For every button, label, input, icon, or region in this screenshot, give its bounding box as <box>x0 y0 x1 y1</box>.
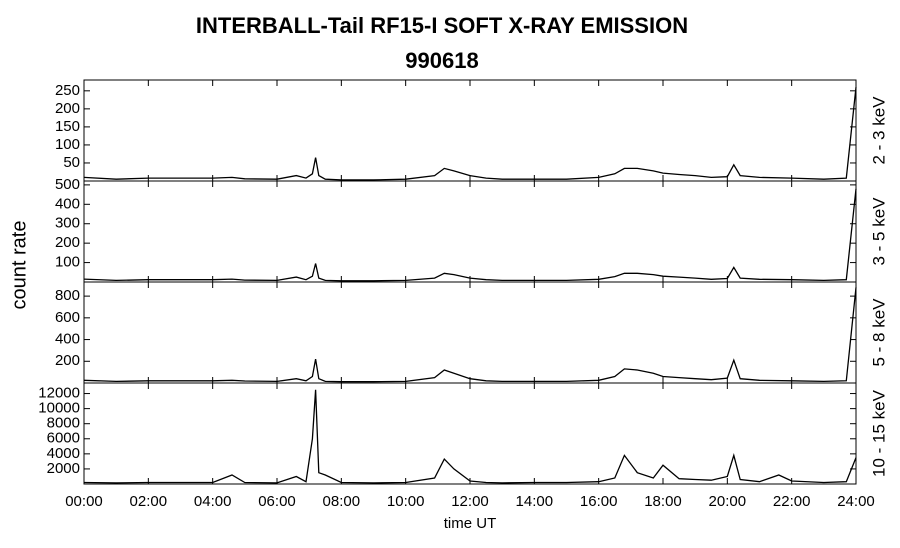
y-axis-title: count rate <box>8 221 30 310</box>
data-line <box>83 287 857 383</box>
x-tick-label: 02:00 <box>130 493 168 510</box>
panel-label: 10 - 15 keV <box>869 389 888 477</box>
data-line <box>83 87 857 181</box>
x-tick-label: 20:00 <box>709 493 747 510</box>
y-tick-label: 200 <box>55 100 80 117</box>
y-tick-label: 8000 <box>47 415 80 432</box>
x-tick-label: 14:00 <box>516 493 554 510</box>
x-tick-label: 00:00 <box>65 493 103 510</box>
x-axis-title: time UT <box>444 515 497 532</box>
panel-frame <box>83 382 857 485</box>
x-tick-label: 16:00 <box>580 493 618 510</box>
x-tick-label: 24:00 <box>837 493 875 510</box>
y-tick-label: 200 <box>55 352 80 369</box>
y-tick-label: 200 <box>55 234 80 251</box>
y-tick-label: 500 <box>55 176 80 193</box>
y-tick-label: 50 <box>63 154 80 171</box>
chart-subtitle: 990618 <box>405 48 478 73</box>
panel-frame <box>83 281 857 384</box>
panel-label: 5 - 8 keV <box>869 298 888 367</box>
y-tick-label: 400 <box>55 195 80 212</box>
y-tick-label: 2000 <box>47 460 80 477</box>
y-tick-label: 4000 <box>47 445 80 462</box>
x-tick-label: 04:00 <box>194 493 232 510</box>
data-line <box>83 188 857 282</box>
panel-frame <box>83 79 857 182</box>
y-tick-label: 400 <box>55 331 80 348</box>
y-tick-label: 100 <box>55 254 80 271</box>
x-tick-label: 06:00 <box>258 493 296 510</box>
y-tick-label: 100 <box>55 136 80 153</box>
y-tick-label: 10000 <box>38 400 80 417</box>
y-tick-label: 300 <box>55 215 80 232</box>
y-tick-label: 150 <box>55 118 80 135</box>
x-tick-label: 10:00 <box>387 493 425 510</box>
panel-frame <box>83 180 857 283</box>
x-tick-label: 18:00 <box>644 493 682 510</box>
panel-label: 2 - 3 keV <box>869 96 888 165</box>
y-tick-label: 600 <box>55 309 80 326</box>
y-tick-label: 6000 <box>47 430 80 447</box>
y-tick-label: 800 <box>55 287 80 304</box>
y-tick-label: 12000 <box>38 385 80 402</box>
chart-title: INTERBALL-Tail RF15-I SOFT X-RAY EMISSIO… <box>196 13 688 38</box>
x-tick-label: 22:00 <box>773 493 811 510</box>
panel-label: 3 - 5 keV <box>869 197 888 266</box>
y-tick-label: 250 <box>55 82 80 99</box>
x-tick-label: 12:00 <box>451 493 489 510</box>
data-line <box>83 389 857 484</box>
x-tick-label: 08:00 <box>323 493 361 510</box>
